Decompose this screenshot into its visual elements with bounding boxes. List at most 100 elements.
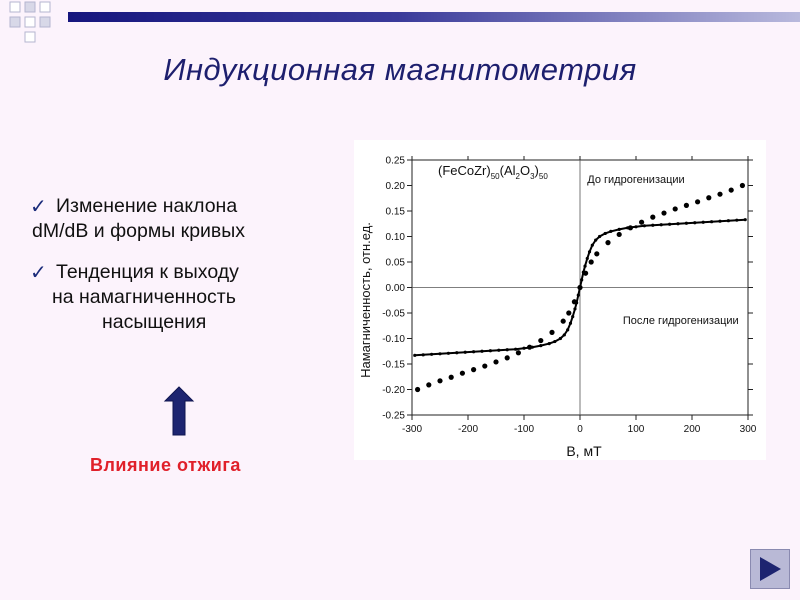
- data-point-before: [493, 359, 499, 365]
- title-part: ): [535, 163, 539, 178]
- data-point-before: [594, 251, 600, 257]
- y-tick-label: -0.25: [382, 411, 405, 422]
- chart-svg: -300 -200 -100 0 100 200 300 -0.25 -0.20 -0.15 -0.…: [358, 156, 757, 460]
- data-point-after: [505, 348, 509, 352]
- data-point-after: [598, 234, 602, 239]
- bullet-list: ✓ Изменение наклона dM/dB и формы кривых…: [24, 194, 324, 351]
- data-point-before: [683, 202, 689, 208]
- data-point-before: [639, 219, 645, 225]
- y-tick-label: -0.10: [382, 334, 405, 345]
- data-point-after: [603, 231, 607, 236]
- data-point-before: [415, 386, 421, 393]
- x-tick-label: 0: [577, 424, 583, 435]
- data-point-after: [726, 219, 730, 223]
- next-slide-button[interactable]: [750, 549, 790, 589]
- data-point-after: [617, 227, 621, 231]
- x-tick-label: -300: [402, 424, 422, 435]
- data-point-after: [634, 225, 638, 229]
- data-point-after: [446, 351, 450, 355]
- data-point-before: [527, 344, 533, 350]
- x-axis-label: B, мТ: [566, 443, 602, 459]
- data-point-after: [497, 348, 501, 352]
- data-point-after: [514, 347, 518, 351]
- data-point-before: [448, 374, 454, 380]
- data-point-before: [661, 210, 667, 216]
- data-point-after: [587, 250, 592, 254]
- data-point-after: [573, 307, 577, 311]
- data-point-before: [538, 337, 544, 344]
- data-point-before: [560, 318, 566, 324]
- data-point-before: [583, 270, 589, 276]
- data-point-after: [547, 342, 551, 346]
- data-point-before: [695, 199, 701, 205]
- data-point-before: [672, 206, 678, 212]
- data-point-before: [717, 191, 723, 197]
- y-tick-label: -0.15: [382, 360, 405, 371]
- data-point-after: [488, 349, 492, 353]
- data-point-after: [455, 351, 459, 355]
- check-icon: ✓: [30, 196, 47, 218]
- data-point-after: [472, 350, 476, 354]
- data-point-after: [583, 264, 587, 268]
- data-point-before: [650, 214, 656, 220]
- y-tick-label: 0.20: [386, 181, 406, 192]
- data-point-before: [426, 382, 432, 388]
- data-point-after: [463, 350, 467, 354]
- data-point-after: [430, 352, 434, 356]
- data-point-after: [480, 349, 484, 353]
- up-arrow-icon: [163, 386, 195, 436]
- data-point-after: [571, 314, 575, 319]
- title-sub: 50: [539, 172, 548, 181]
- bullet-line: Тенденция к выходу: [56, 261, 239, 283]
- data-point-after: [743, 218, 747, 222]
- bullet-item: ✓ Изменение наклона dM/dB и формы кривых: [24, 194, 324, 244]
- title-sub: 3: [530, 172, 535, 181]
- title-sub: 50: [491, 172, 500, 181]
- title-part: O: [520, 163, 530, 178]
- data-point-before: [549, 329, 555, 335]
- x-tick-label: -200: [458, 424, 478, 435]
- data-point-after: [438, 352, 442, 356]
- bullet-line: на намагниченность: [52, 286, 236, 308]
- data-point-after: [701, 220, 705, 224]
- y-tick-label: 0.10: [386, 232, 406, 243]
- y-tick-label: -0.20: [382, 385, 405, 396]
- data-point-after: [668, 222, 672, 226]
- data-point-after: [651, 223, 655, 227]
- data-point-after: [558, 336, 562, 341]
- y-tick-label: 0.25: [386, 156, 406, 167]
- y-tick-label: 0.00: [386, 283, 406, 294]
- data-point-after: [594, 238, 598, 242]
- data-point-after: [642, 224, 646, 228]
- data-point-before: [471, 367, 477, 373]
- slide-title: Индукционная магнитометрия: [163, 52, 637, 87]
- next-slide-icon: [760, 557, 781, 581]
- data-point-after: [413, 353, 417, 357]
- title-part: (Al: [500, 163, 516, 178]
- data-point-after: [576, 293, 580, 297]
- title-part: (FeCoZr): [438, 163, 491, 178]
- data-point-after: [522, 346, 526, 350]
- chart-title: (FeCoZr)50(Al2O3)50: [438, 163, 548, 181]
- data-point-after: [684, 221, 688, 225]
- data-point-before: [566, 310, 572, 316]
- data-point-after: [676, 222, 680, 226]
- title-sub: 2: [516, 172, 521, 181]
- data-point-after: [718, 219, 722, 223]
- data-point-after: [585, 256, 589, 261]
- data-point-after: [609, 229, 613, 233]
- x-tick-label: 100: [628, 424, 645, 435]
- x-tick-label: 200: [684, 424, 701, 435]
- bullet-item: ✓ Тенденция к выходу на намагниченность …: [24, 260, 324, 335]
- data-point-before: [437, 378, 443, 384]
- y-tick-label: -0.05: [382, 309, 405, 320]
- data-point-before: [739, 182, 745, 189]
- data-point-after: [562, 333, 566, 337]
- data-point-after: [580, 278, 584, 282]
- data-point-before: [571, 299, 577, 305]
- data-point-after: [568, 321, 573, 325]
- data-point-after: [659, 223, 663, 227]
- data-point-after: [553, 339, 557, 344]
- bullet-line: Изменение наклона: [56, 195, 238, 217]
- data-point-after: [421, 353, 425, 357]
